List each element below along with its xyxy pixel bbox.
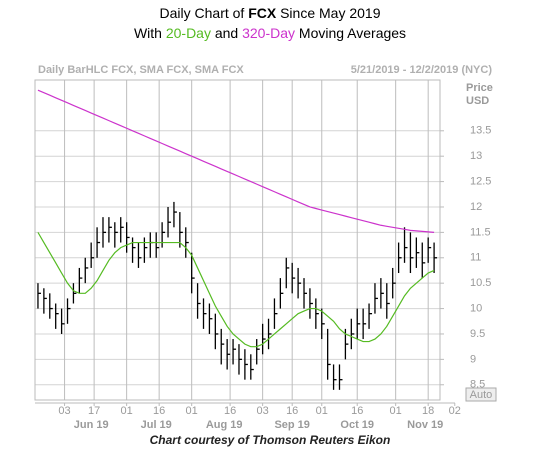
subtitle-part: and <box>211 25 242 41</box>
subtitle-part: With <box>134 25 166 41</box>
y-tick-label: 13 <box>470 150 482 162</box>
x-tick-label: 16 <box>351 405 363 417</box>
y-tick-label: 10.5 <box>470 277 491 289</box>
title-part: Daily Chart of <box>160 5 249 21</box>
x-tick-label: 02 <box>449 405 461 417</box>
x-tick-label: 03 <box>58 405 70 417</box>
button-box[interactable] <box>465 387 497 402</box>
header-right: 5/21/2019 - 12/2/2019 (NYC) <box>351 64 493 76</box>
chart-subtitle: With 20-Day and 320-Day Moving Averages <box>134 25 406 41</box>
button-label[interactable]: Auto <box>470 389 493 401</box>
auto-button[interactable]: Auto <box>465 387 497 402</box>
moving-average <box>37 232 435 348</box>
header-left: Daily BarHLC FCX, SMA FCX, SMA FCX <box>38 64 244 76</box>
title-part: FCX <box>248 5 277 21</box>
chart-title: Daily Chart of FCX Since May 2019 <box>160 5 381 21</box>
subtitle-part: Moving Averages <box>295 25 406 41</box>
x-tick-label: 16 <box>224 405 236 417</box>
x-tick-label: 03 <box>257 405 269 417</box>
subtitle-part: 320-Day <box>242 25 295 41</box>
y-tick-label: 11 <box>470 252 481 264</box>
moving-average <box>37 89 435 233</box>
caption: Chart courtesy of Thomson Reuters Eikon <box>150 433 391 447</box>
x-tick-label: 17 <box>88 405 100 417</box>
x-tick-label: 01 <box>316 405 328 417</box>
month-label: Sep 19 <box>274 419 309 431</box>
y-tick-label: 10 <box>470 302 482 314</box>
title-part: Since May 2019 <box>276 5 380 21</box>
y-tick-label: 8.5 <box>470 379 485 391</box>
x-tick-label: 16 <box>286 405 298 417</box>
month-label: Aug 19 <box>206 419 243 431</box>
x-tick-label: 01 <box>121 405 133 417</box>
x-tick-label: 01 <box>186 405 198 417</box>
y-tick-label: 12.5 <box>470 175 491 187</box>
x-tick-label: 01 <box>390 405 402 417</box>
x-tick-label: 16 <box>153 405 165 417</box>
subtitle-part: 20-Day <box>166 25 211 41</box>
month-label: Jul 19 <box>141 419 172 431</box>
y-tick-label: 11.5 <box>470 226 491 238</box>
month-label: Jun 19 <box>74 419 109 431</box>
month-label: Nov 19 <box>407 419 443 431</box>
header-bar <box>35 62 495 78</box>
y-tick-label: 9.5 <box>470 328 485 340</box>
month-label: Oct 19 <box>340 419 374 431</box>
plot-frame <box>34 79 441 401</box>
y-axis-label: Price <box>466 82 493 94</box>
x-tick-label: 18 <box>422 405 434 417</box>
y-tick-label: 12 <box>470 201 482 213</box>
y-tick-label: 13.5 <box>470 125 491 137</box>
y-axis-label: USD <box>466 95 489 107</box>
y-tick-label: 9 <box>470 353 476 365</box>
